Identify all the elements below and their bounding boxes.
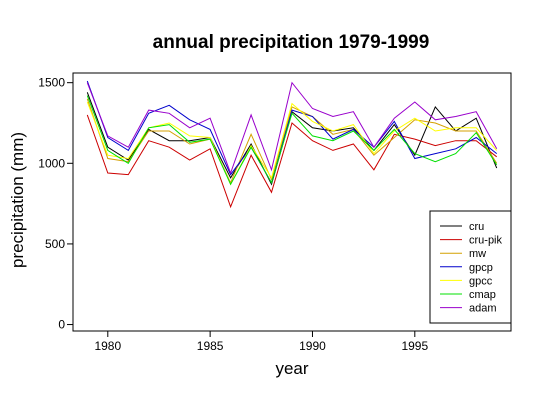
chart-title: annual precipitation 1979-1999 bbox=[153, 32, 430, 53]
series-line-adam bbox=[86, 81, 498, 175]
x-tick-label: 1985 bbox=[197, 339, 224, 353]
x-axis-label: year bbox=[275, 359, 308, 378]
y-tick-label: 1500 bbox=[38, 76, 65, 90]
plot-frame bbox=[72, 72, 512, 332]
series-line-gpcp bbox=[86, 80, 498, 184]
legend-label-gpcc: gpcc bbox=[469, 275, 493, 287]
series-line-cru bbox=[86, 92, 498, 186]
series-layer bbox=[86, 80, 498, 209]
legend-label-cru-pik: cru-pik bbox=[469, 235, 503, 247]
series-line-cmap bbox=[86, 95, 498, 186]
series-line-mw bbox=[86, 98, 498, 184]
series-line-gpcc bbox=[86, 101, 498, 186]
legend-label-cmap: cmap bbox=[469, 289, 496, 301]
x-axis: 1980 1985 1990 1995 bbox=[94, 331, 428, 353]
x-tick-label: 1990 bbox=[299, 339, 326, 353]
series-line-cru-pik bbox=[86, 114, 498, 209]
y-tick-label: 0 bbox=[58, 318, 65, 332]
y-axis-label: precipitation (mm) bbox=[8, 132, 27, 268]
legend-label-gpcp: gpcp bbox=[469, 262, 493, 274]
y-tick-label: 1000 bbox=[38, 156, 65, 170]
y-tick-label: 500 bbox=[45, 237, 65, 251]
y-axis: 0 500 1000 1500 bbox=[38, 76, 73, 332]
x-tick-label: 1980 bbox=[94, 339, 121, 353]
x-tick-label: 1995 bbox=[401, 339, 428, 353]
legend-label-mw: mw bbox=[469, 248, 486, 260]
legend-label-adam: adam bbox=[469, 303, 497, 315]
legend-label-cru: cru bbox=[469, 221, 484, 233]
